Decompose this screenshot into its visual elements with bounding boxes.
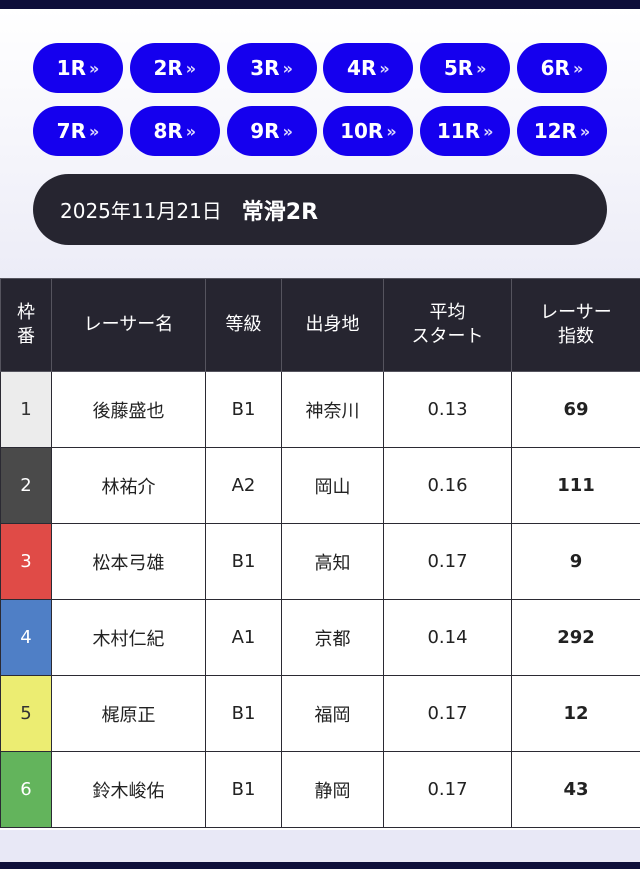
origin-header: 出身地: [281, 278, 384, 372]
origin-cell: 福岡: [281, 675, 384, 752]
race-button-label: 5R: [443, 56, 474, 80]
table-row: 5 梶原正 B1 福岡 0.17 12: [0, 675, 640, 752]
waku-header: 枠 番: [0, 278, 52, 372]
table-row: 3 松本弓雄 B1 高知 0.17 9: [0, 523, 640, 600]
chevron-right-icon: »: [483, 121, 494, 141]
grade-header: 等級: [205, 278, 282, 372]
avg-start-cell: 0.16: [383, 447, 512, 524]
table-row: 6 鈴木峻佑 B1 静岡 0.17 43: [0, 751, 640, 828]
racer-name-cell: 鈴木峻佑: [51, 751, 206, 828]
race-button-label: 9R: [250, 119, 280, 143]
chevron-right-icon: »: [185, 121, 197, 141]
chevron-right-icon: »: [572, 58, 584, 78]
grade-cell: B1: [205, 751, 282, 828]
race-button-1r[interactable]: 1R»: [33, 43, 123, 93]
race-button-4r[interactable]: 4R»: [323, 43, 414, 93]
race-button-2r[interactable]: 2R»: [129, 43, 220, 93]
racer-index-cell: 43: [511, 751, 640, 828]
race-button-label: 7R: [56, 119, 86, 143]
waku-cell: 1: [0, 371, 52, 448]
waku-cell: 3: [0, 523, 52, 600]
race-button-label: 10R: [340, 119, 384, 143]
origin-cell: 神奈川: [281, 371, 384, 448]
racer-index-cell: 69: [511, 371, 640, 448]
race-button-9r[interactable]: 9R»: [226, 106, 317, 156]
chevron-right-icon: »: [282, 121, 293, 141]
race-date: 2025年11月21日: [60, 199, 222, 223]
top-nav-bar: [0, 0, 640, 9]
racer-name-cell: 木村仁紀: [51, 599, 206, 676]
race-button-12r[interactable]: 12R»: [516, 106, 607, 156]
grade-cell: B1: [205, 523, 282, 600]
chevron-right-icon: »: [282, 58, 293, 78]
footer-area: [0, 830, 640, 862]
chevron-right-icon: »: [379, 58, 390, 78]
race-button-label: 2R: [153, 56, 183, 80]
race-button-label: 8R: [153, 119, 183, 143]
racer-name-cell: 梶原正: [51, 675, 206, 752]
racer-table: 枠 番レーサー名 等級 出身地 平均 スタート レーサー 指数 1 後藤盛也 B1 神奈川 0.…: [0, 278, 640, 828]
waku-cell: 6: [0, 751, 52, 828]
racer-name-cell: 後藤盛也: [51, 371, 206, 448]
racer-index-cell: 292: [511, 599, 640, 676]
bottom-bar: [0, 862, 640, 869]
table-row: 4 木村仁紀 A1 京都 0.14 292: [0, 599, 640, 676]
grade-cell: B1: [205, 675, 282, 752]
table-header-row: 枠 番レーサー名 等級 出身地 平均 スタート レーサー 指数: [0, 278, 640, 372]
racer-index-header: レーサー 指数: [511, 278, 640, 372]
race-button-6r[interactable]: 6R»: [516, 43, 607, 93]
racer-name-cell: 松本弓雄: [51, 523, 206, 600]
chevron-right-icon: »: [476, 58, 487, 78]
race-button-11r[interactable]: 11R»: [420, 106, 511, 156]
table-row: 1 後藤盛也 B1 神奈川 0.13 69: [0, 371, 640, 448]
race-button-5r[interactable]: 5R»: [420, 43, 511, 93]
chevron-right-icon: »: [185, 58, 197, 78]
chevron-right-icon: »: [88, 58, 100, 78]
racer-name-header: レーサー名: [51, 278, 206, 372]
waku-cell: 5: [0, 675, 52, 752]
table-body: 1 後藤盛也 B1 神奈川 0.13 69 2 林祐介 A2 岡山 0.16 111 3 松本弓雄 B1 高知…: [0, 371, 640, 828]
racer-name-cell: 林祐介: [51, 447, 206, 524]
chevron-right-icon: »: [386, 121, 397, 141]
race-button-label: 1R: [56, 56, 86, 80]
grade-cell: B1: [205, 371, 282, 448]
race-info-bar: 2025年11月21日 常滑2R: [33, 174, 607, 245]
avg-start-cell: 0.17: [383, 751, 512, 828]
race-button-7r[interactable]: 7R»: [33, 106, 123, 156]
race-name: 常滑2R: [241, 199, 319, 225]
origin-cell: 静岡: [281, 751, 384, 828]
race-button-label: 11R: [436, 119, 481, 143]
racer-index-cell: 12: [511, 675, 640, 752]
table-row: 2 林祐介 A2 岡山 0.16 111: [0, 447, 640, 524]
race-button-3r[interactable]: 3R»: [226, 43, 317, 93]
grade-cell: A1: [205, 599, 282, 676]
race-button-10r[interactable]: 10R»: [323, 106, 414, 156]
race-button-label: 6R: [540, 56, 570, 80]
avg-start-cell: 0.14: [383, 599, 512, 676]
avg-start-header: 平均 スタート: [383, 278, 512, 372]
origin-cell: 岡山: [281, 447, 384, 524]
race-button-label: 12R: [533, 119, 577, 143]
race-button-label: 4R: [347, 56, 377, 80]
avg-start-cell: 0.13: [383, 371, 512, 448]
race-button-label: 3R: [250, 56, 280, 80]
chevron-right-icon: »: [88, 121, 100, 141]
chevron-right-icon: »: [579, 121, 591, 141]
origin-cell: 京都: [281, 599, 384, 676]
waku-cell: 4: [0, 599, 52, 676]
racer-index-cell: 111: [511, 447, 640, 524]
waku-cell: 2: [0, 447, 52, 524]
racer-index-cell: 9: [511, 523, 640, 600]
race-button-8r[interactable]: 8R»: [129, 106, 220, 156]
origin-cell: 高知: [281, 523, 384, 600]
avg-start-cell: 0.17: [383, 675, 512, 752]
race-button-grid: 1R» 2R» 3R» 4R» 5R» 6R» 7R» 8R» 9R» 10R» 11R» 12R»: [33, 43, 607, 156]
avg-start-cell: 0.17: [383, 523, 512, 600]
grade-cell: A2: [205, 447, 282, 524]
